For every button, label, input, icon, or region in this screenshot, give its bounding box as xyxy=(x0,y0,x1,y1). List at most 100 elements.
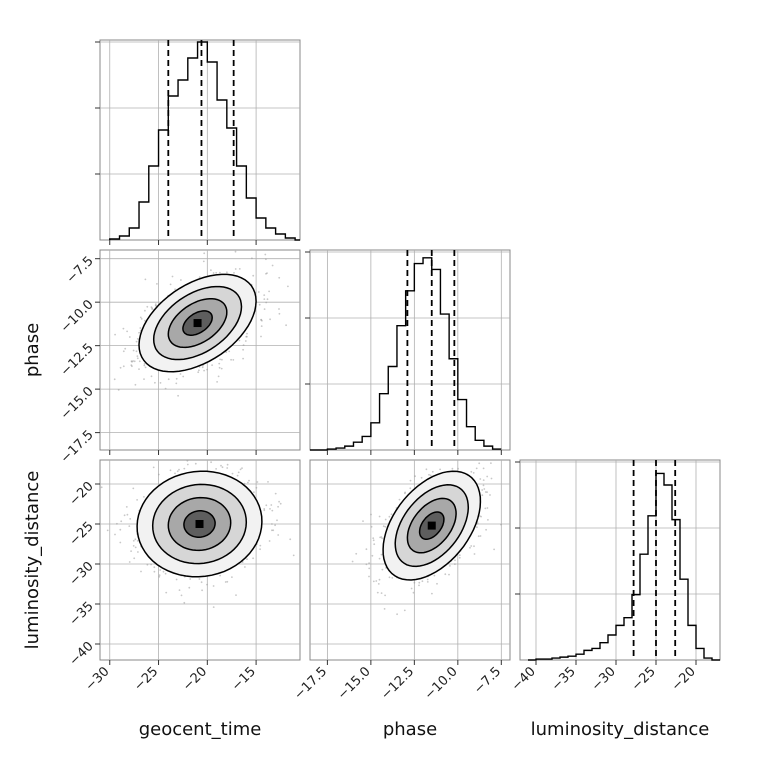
sample-point xyxy=(233,272,235,274)
sample-point xyxy=(128,336,131,338)
sample-point xyxy=(482,484,485,487)
sample-point xyxy=(429,474,432,477)
y-tick-label: −15.0 xyxy=(58,384,97,423)
sample-point xyxy=(231,472,234,475)
sample-point xyxy=(124,347,127,350)
sample-point xyxy=(355,552,358,555)
sample-point xyxy=(132,545,135,547)
x-tick-label: −25 xyxy=(131,664,161,694)
sample-point xyxy=(271,509,274,512)
sample-point xyxy=(418,584,420,587)
sample-point xyxy=(381,568,384,571)
sample-point xyxy=(136,499,139,501)
sample-point xyxy=(120,520,123,523)
sample-point xyxy=(243,482,246,485)
sample-point xyxy=(119,541,122,544)
sample-point xyxy=(372,539,375,542)
sample-point xyxy=(252,274,255,277)
x-axis-title-phase: phase xyxy=(383,719,437,740)
sample-point xyxy=(174,472,176,475)
sample-point xyxy=(194,462,197,465)
sample-point xyxy=(483,488,486,490)
sample-point xyxy=(378,515,381,518)
sample-point xyxy=(150,306,153,308)
sample-point xyxy=(122,327,125,330)
density-peak xyxy=(195,520,204,528)
sample-point xyxy=(257,291,260,293)
sample-point xyxy=(484,491,487,493)
sample-point xyxy=(219,271,221,274)
y-tick-label: −20 xyxy=(67,479,97,509)
sample-point xyxy=(174,288,177,291)
sample-point xyxy=(500,523,502,526)
contour-line xyxy=(183,510,216,538)
sample-point xyxy=(201,589,204,592)
sample-point xyxy=(381,537,383,540)
sample-point xyxy=(263,508,266,510)
sample-point xyxy=(143,363,146,365)
sample-point xyxy=(203,252,206,255)
sample-point xyxy=(260,318,263,321)
sample-point xyxy=(264,253,267,256)
sample-point xyxy=(244,340,247,342)
sample-point xyxy=(150,375,153,378)
sample-point xyxy=(143,364,146,367)
panel-frame xyxy=(309,249,511,451)
contour-line xyxy=(152,285,243,361)
sample-point xyxy=(132,487,135,490)
sample-point xyxy=(276,519,278,522)
sample-point xyxy=(481,489,484,491)
sample-point xyxy=(119,366,122,369)
sample-point xyxy=(179,373,182,375)
sample-point xyxy=(479,478,482,480)
sample-point xyxy=(169,283,172,286)
sample-point xyxy=(182,375,185,378)
sample-point xyxy=(398,498,401,501)
sample-point xyxy=(278,312,281,315)
sample-point xyxy=(384,525,387,528)
sample-point xyxy=(409,479,412,482)
sample-point xyxy=(403,609,406,612)
sample-point xyxy=(154,303,157,305)
sample-point xyxy=(438,457,440,459)
sample-point xyxy=(490,477,493,480)
sample-point xyxy=(212,606,215,608)
sample-point xyxy=(242,357,245,360)
sample-point xyxy=(373,543,376,546)
sample-point xyxy=(136,338,139,340)
contour-line xyxy=(167,496,232,552)
panel-content xyxy=(100,460,295,608)
panel-frame xyxy=(99,39,301,241)
sample-point xyxy=(180,594,183,597)
sample-point xyxy=(448,573,450,576)
sample-point xyxy=(236,474,239,477)
y-tick-label: −17.5 xyxy=(58,428,97,467)
sample-point xyxy=(158,574,161,577)
sample-point xyxy=(246,558,248,560)
sample-point xyxy=(146,305,149,308)
sample-point xyxy=(206,368,209,371)
sample-point xyxy=(412,591,415,594)
sample-point xyxy=(272,529,275,532)
sample-point xyxy=(376,591,379,594)
sample-point xyxy=(409,487,412,490)
sample-point xyxy=(260,335,262,338)
sample-point xyxy=(254,460,256,461)
sample-point xyxy=(372,580,375,583)
sample-point xyxy=(210,269,212,272)
sample-point xyxy=(138,331,141,334)
sample-point xyxy=(158,575,161,578)
sample-point xyxy=(136,540,139,542)
sample-point xyxy=(476,526,478,529)
sample-point xyxy=(197,371,200,374)
sample-point xyxy=(375,580,378,582)
sample-point xyxy=(140,570,142,573)
sample-point xyxy=(371,554,374,557)
sample-point xyxy=(479,535,482,537)
y-axis-title-phase: phase xyxy=(22,323,43,377)
sample-point xyxy=(134,383,137,386)
sample-point xyxy=(159,569,162,571)
sample-point xyxy=(380,553,383,556)
sample-point xyxy=(421,580,424,583)
